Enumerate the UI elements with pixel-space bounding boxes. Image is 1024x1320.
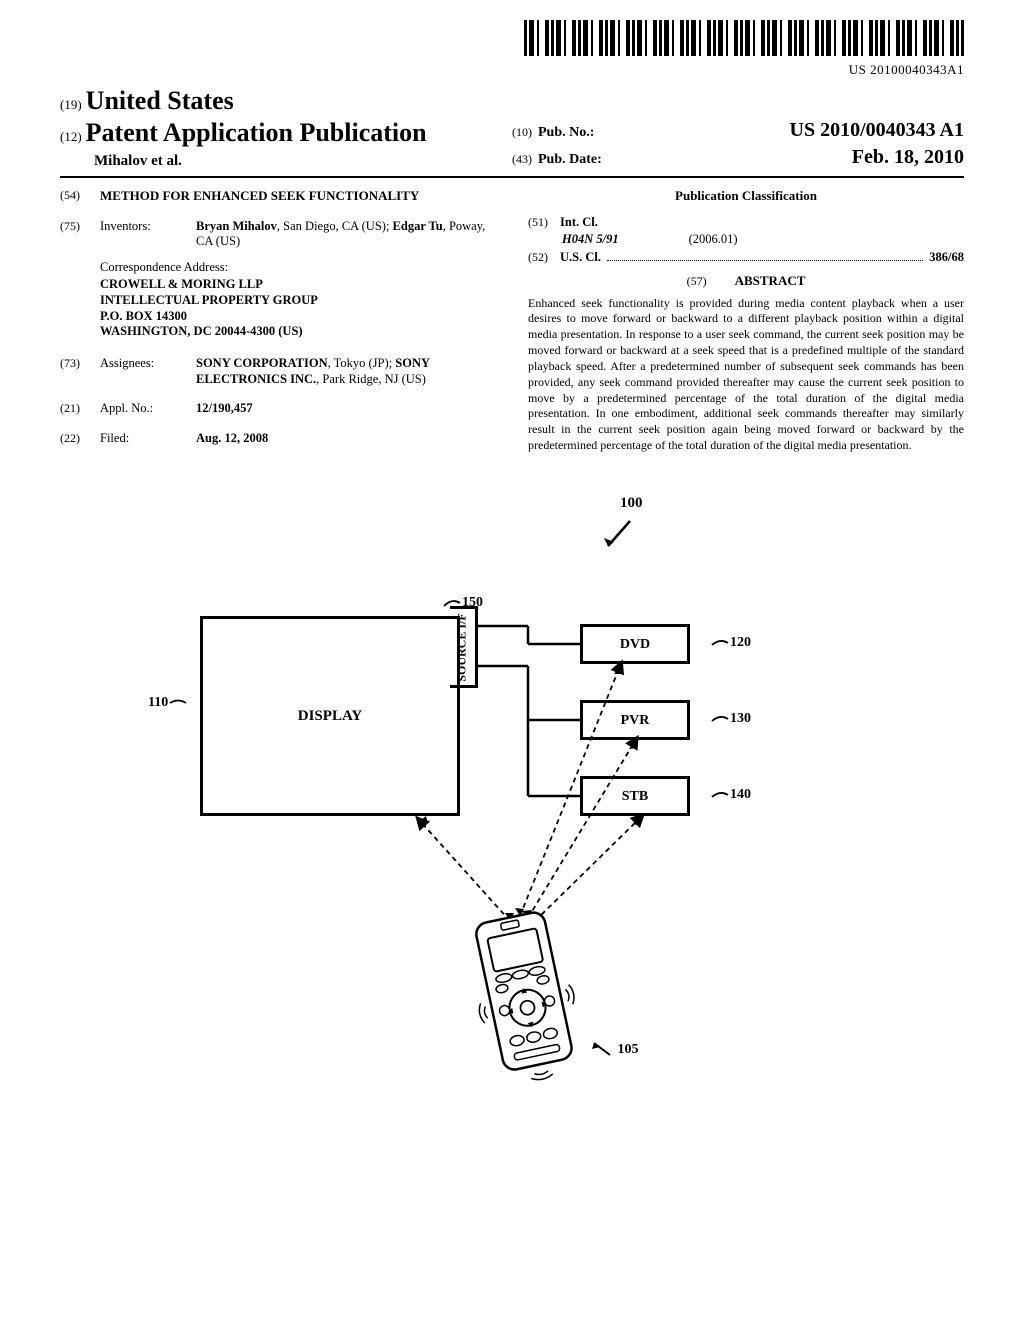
arrow-100-icon: [600, 516, 640, 556]
inventors-code: (75): [60, 219, 100, 250]
abstract-header-row: (57) ABSTRACT: [528, 273, 964, 289]
country-name: United States: [86, 86, 234, 115]
figure-ref-150: 150: [442, 594, 483, 612]
country-prefix: (19): [60, 97, 82, 112]
left-column: (54) METHOD FOR ENHANCED SEEK FUNCTIONAL…: [60, 188, 496, 456]
pub-prefix: (12): [60, 129, 82, 144]
figure-ref-105: 105: [590, 1041, 639, 1059]
pubdate-label: Pub. Date:: [538, 151, 602, 169]
display-label: DISPLAY: [298, 707, 362, 726]
pubdate-value: Feb. 18, 2010: [852, 145, 964, 170]
country-line: (19) United States: [60, 85, 512, 118]
classification-header: Publication Classification: [528, 188, 964, 204]
pub-number-row: (10) Pub. No.: US 2010/0040343 A1: [512, 118, 964, 143]
publication-type-line: (12) Patent Application Publication: [60, 117, 512, 150]
uscl-code: (52): [528, 250, 560, 265]
invention-title: METHOD FOR ENHANCED SEEK FUNCTIONALITY: [100, 188, 496, 204]
intcl-main: H04N 5/91: [562, 232, 619, 248]
filed-label: Filed:: [100, 431, 196, 447]
authors-line: Mihalov et al.: [60, 152, 512, 171]
figure-ref-130: 130: [710, 710, 751, 728]
corr-line-4: WASHINGTON, DC 20044-4300 (US): [100, 324, 496, 340]
remote-control-icon: [460, 906, 590, 1086]
figure-ref-100: 100: [620, 494, 643, 513]
barcode-number: US 20100040343A1: [60, 62, 964, 78]
corr-line-1: CROWELL & MORING LLP: [100, 277, 496, 293]
assignees-value: SONY CORPORATION, Tokyo (JP); SONY ELECT…: [196, 356, 496, 387]
pubno-prefix: (10): [512, 125, 532, 140]
title-row: (54) METHOD FOR ENHANCED SEEK FUNCTIONAL…: [60, 188, 496, 204]
pubno-value: US 2010/0040343 A1: [790, 118, 964, 143]
intcl-row: (51) Int. Cl.: [528, 215, 964, 231]
abstract-code: (57): [687, 274, 707, 288]
barcode-graphic: [524, 20, 964, 56]
intcl-label: Int. Cl.: [560, 215, 598, 231]
intcl-code: (51): [528, 215, 560, 230]
uscl-label: U.S. Cl.: [560, 250, 601, 266]
pub-date-row: (43) Pub. Date: Feb. 18, 2010: [512, 145, 964, 170]
figure-ref-110: 110: [148, 694, 188, 712]
applno-label: Appl. No.:: [100, 401, 196, 417]
figure-ref-120: 120: [710, 634, 751, 652]
pubno-label: Pub. No.:: [538, 124, 594, 142]
barcode-block: US 20100040343A1: [60, 20, 964, 79]
pub-type: Patent Application Publication: [86, 118, 427, 147]
body-columns: (54) METHOD FOR ENHANCED SEEK FUNCTIONAL…: [60, 188, 964, 456]
pubdate-prefix: (43): [512, 152, 532, 167]
figure-1: 100 DISPLAY 110 SOURCE I/F 150 DVD PVR S…: [60, 486, 964, 1126]
abstract-body: Enhanced seek functionality is provided …: [528, 296, 964, 454]
corr-line-3: P.O. BOX 14300: [100, 309, 496, 325]
filed-row: (22) Filed: Aug. 12, 2008: [60, 431, 496, 447]
correspondence-block: Correspondence Address: CROWELL & MORING…: [100, 260, 496, 340]
inventors-row: (75) Inventors: Bryan Mihalov, San Diego…: [60, 219, 496, 250]
dotted-leader: [607, 260, 923, 261]
remote-signal-lines: [360, 646, 700, 936]
correspondence-label: Correspondence Address:: [100, 260, 496, 276]
filed-value: Aug. 12, 2008: [196, 431, 496, 447]
uscl-row: (52) U.S. Cl. 386/68: [528, 250, 964, 266]
assignees-label: Assignees:: [100, 356, 196, 387]
right-column: Publication Classification (51) Int. Cl.…: [528, 188, 964, 456]
title-code: (54): [60, 188, 100, 204]
inventors-value: Bryan Mihalov, San Diego, CA (US); Edgar…: [196, 219, 496, 250]
assignees-code: (73): [60, 356, 100, 387]
header-right: (10) Pub. No.: US 2010/0040343 A1 (43) P…: [512, 116, 964, 170]
applno-code: (21): [60, 401, 100, 417]
applno-row: (21) Appl. No.: 12/190,457: [60, 401, 496, 417]
abstract-header: ABSTRACT: [735, 273, 806, 288]
assignees-row: (73) Assignees: SONY CORPORATION, Tokyo …: [60, 356, 496, 387]
document-header: (19) United States (12) Patent Application…: [60, 85, 964, 179]
figure-ref-140: 140: [710, 786, 751, 804]
filed-code: (22): [60, 431, 100, 447]
uscl-value: 386/68: [929, 250, 964, 266]
applno-value: 12/190,457: [196, 401, 496, 417]
intcl-year: (2006.01): [689, 232, 738, 248]
header-left: (19) United States (12) Patent Application…: [60, 85, 512, 171]
inventors-label: Inventors:: [100, 219, 196, 250]
corr-line-2: INTELLECTUAL PROPERTY GROUP: [100, 293, 496, 309]
intcl-detail-row: H04N 5/91 (2006.01): [528, 232, 964, 248]
